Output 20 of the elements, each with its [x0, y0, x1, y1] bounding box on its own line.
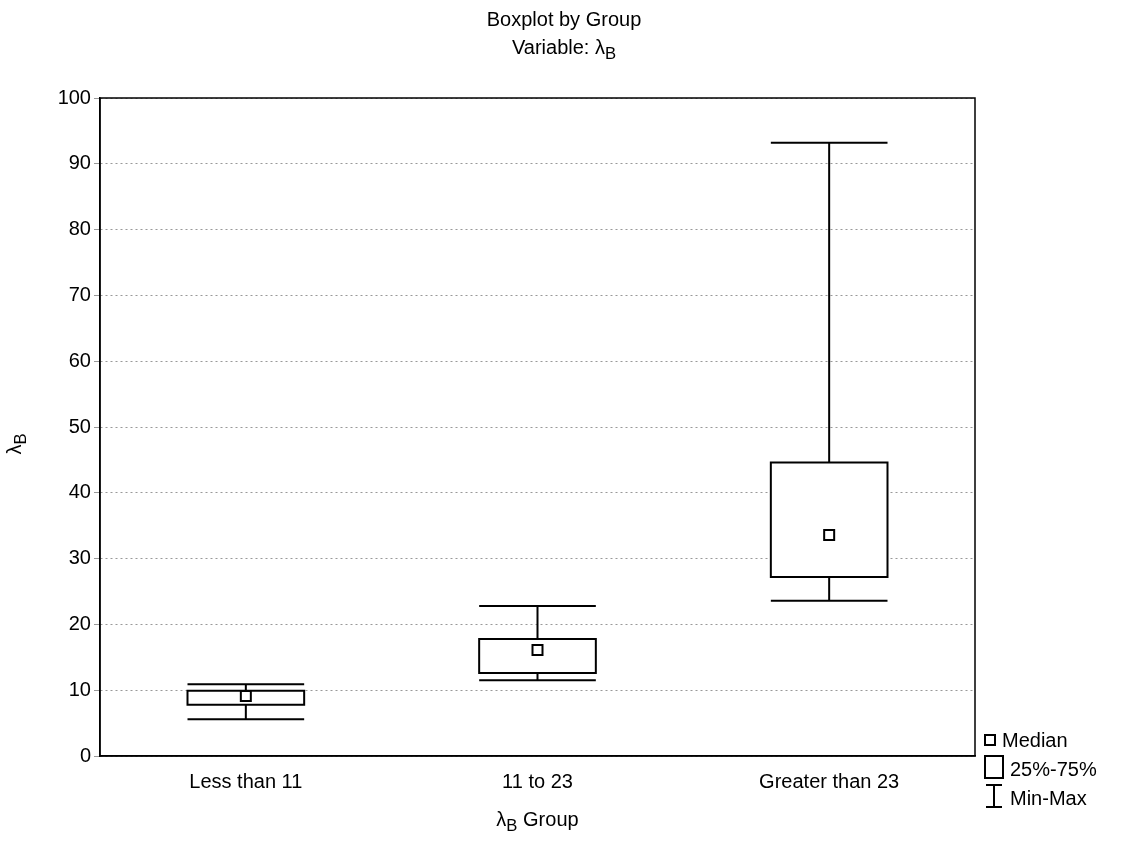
- x-tick-label: Greater than 23: [759, 769, 900, 792]
- text: Min-Max: [1010, 787, 1087, 810]
- chart-title: Boxplot by Group: [485, 8, 643, 31]
- x-axis-title: λ$_{B}$ Group: [495, 808, 580, 836]
- chart-subtitle: Variable: λ$_{B}$: [510, 36, 618, 64]
- text: Median: [1002, 729, 1068, 752]
- y-tick-label: 20: [68, 611, 91, 634]
- y-tick-label: 90: [68, 151, 91, 174]
- y-tick-label: 0: [79, 743, 91, 766]
- x-tick-label: Less than 11: [189, 769, 303, 792]
- text: 25%-75%: [1010, 758, 1097, 781]
- y-tick-label: 70: [68, 282, 91, 305]
- y-tick-label: 50: [68, 414, 91, 437]
- x-tick-label: 11 to 23: [502, 769, 573, 792]
- y-tick-label: 60: [68, 348, 91, 371]
- y-tick-label: 100: [57, 85, 91, 108]
- y-tick-label: 30: [68, 546, 91, 569]
- y-tick-label: 80: [68, 217, 91, 240]
- y-tick-label: 10: [68, 677, 91, 700]
- y-tick-label: 40: [68, 480, 91, 503]
